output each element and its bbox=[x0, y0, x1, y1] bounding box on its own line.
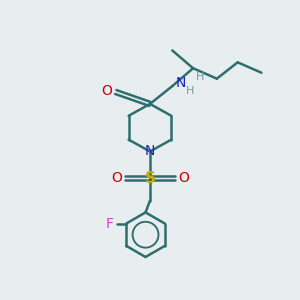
Text: O: O bbox=[111, 171, 122, 185]
Text: O: O bbox=[101, 84, 112, 98]
Text: O: O bbox=[178, 171, 189, 185]
Text: H: H bbox=[195, 72, 204, 82]
Text: H: H bbox=[186, 86, 194, 96]
Text: N: N bbox=[145, 145, 155, 158]
Text: S: S bbox=[145, 171, 155, 186]
Text: F: F bbox=[105, 217, 113, 231]
Text: N: N bbox=[175, 76, 185, 90]
